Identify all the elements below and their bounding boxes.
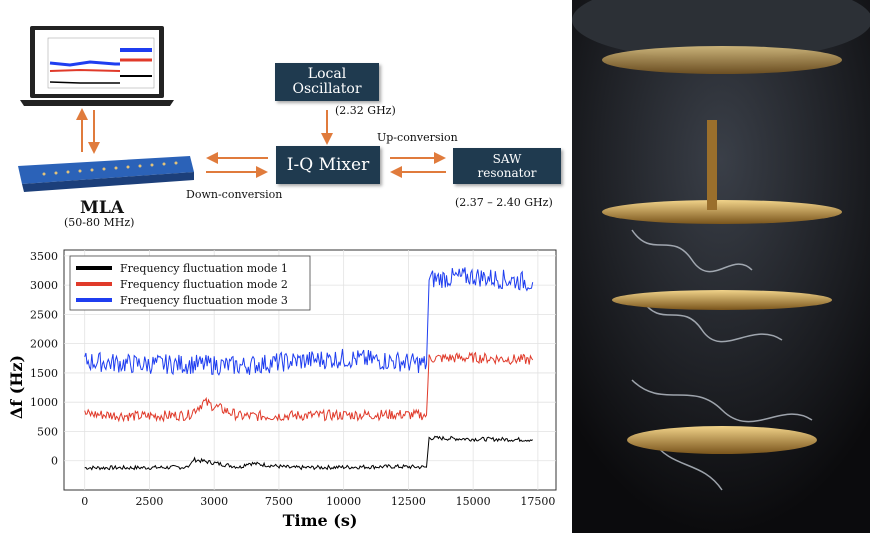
y-tick-label: 500 <box>37 425 58 438</box>
y-tick-label: 2500 <box>30 308 58 321</box>
x-tick-label: 3000 <box>200 495 228 508</box>
x-axis-label: Time (s) <box>283 511 358 530</box>
x-tick-label: 10000 <box>326 495 361 508</box>
x-tick-label: 0 <box>81 495 88 508</box>
x-tick-label: 7500 <box>265 495 293 508</box>
lo-frequency: (2.32 GHz) <box>335 104 396 117</box>
saw-frequency: (2.37 – 2.40 GHz) <box>455 196 553 209</box>
series-line <box>84 267 534 376</box>
y-tick-label: 1500 <box>30 367 58 380</box>
x-tick-label: 12500 <box>391 495 426 508</box>
mla-instrument <box>18 156 194 192</box>
laptop-mla-arrows <box>76 108 100 154</box>
x-tick-label: 2500 <box>135 495 163 508</box>
saw-resonator-box: SAW resonator <box>453 148 561 184</box>
mla-frequency: (50-80 MHz) <box>64 216 135 229</box>
downconversion-label: Down-conversion <box>186 188 283 201</box>
y-tick-label: 0 <box>51 455 58 468</box>
iq-mixer-box: I-Q Mixer <box>276 146 380 184</box>
x-tick-label: 17500 <box>520 495 555 508</box>
series-line <box>84 351 534 423</box>
y-tick-label: 2000 <box>30 338 58 351</box>
laptop-icon <box>20 26 174 106</box>
local-oscillator-box: Local Oscillator <box>275 63 379 101</box>
legend-entry: Frequency fluctuation mode 2 <box>120 278 288 291</box>
chart-legend: Frequency fluctuation mode 1 Frequency fl… <box>69 255 311 311</box>
signal-arrows <box>206 110 446 178</box>
legend-entry: Frequency fluctuation mode 3 <box>120 294 288 307</box>
dilution-refrigerator-photo <box>572 0 870 533</box>
legend-entry: Frequency fluctuation mode 1 <box>120 262 288 275</box>
x-tick-label: 15000 <box>456 495 491 508</box>
y-axis-label: Δf (Hz) <box>7 355 26 419</box>
y-tick-label: 3000 <box>30 279 58 292</box>
mla-label: MLA <box>80 198 124 218</box>
upconversion-label: Up-conversion <box>377 131 458 144</box>
y-tick-label: 3500 <box>30 250 58 263</box>
frequency-fluctuation-chart: 0 2500 3000 7500 10000 12500 15000 17500 0 500 100… <box>7 249 557 530</box>
series-line <box>84 435 533 471</box>
laptop-screen-plot <box>47 37 155 89</box>
diagram-panel: MLA (50-80 MHz) Local Oscillator (2.32 G… <box>7 26 561 530</box>
y-tick-label: 1000 <box>30 396 58 409</box>
